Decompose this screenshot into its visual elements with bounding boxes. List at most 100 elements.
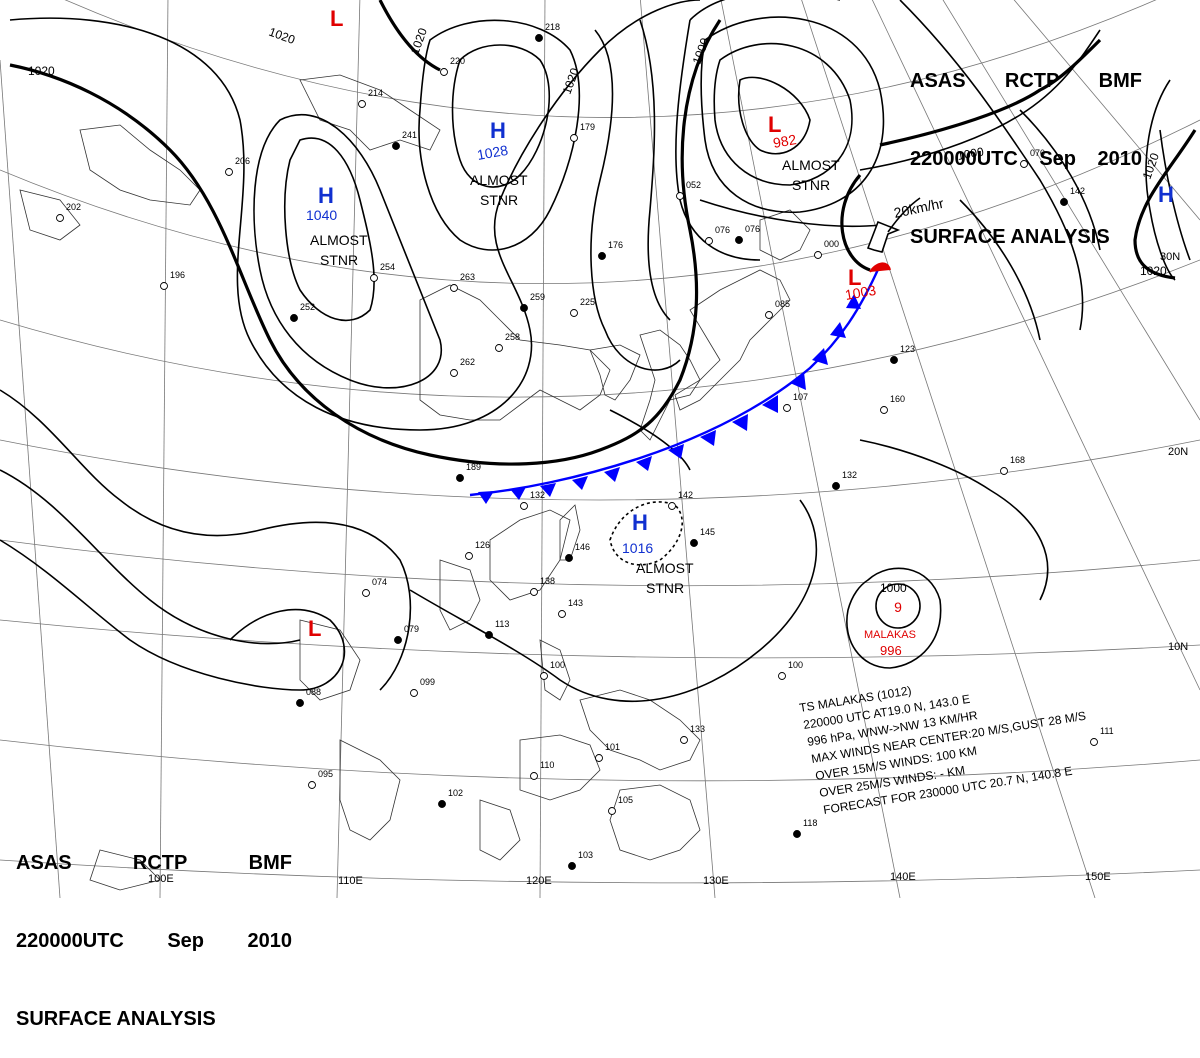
station-dot: [410, 689, 418, 697]
header-time: 220000UTC: [16, 930, 124, 952]
low-pressure-icon: L: [848, 265, 861, 290]
station-dot: [535, 34, 543, 42]
isobar-label: 1020: [1140, 264, 1167, 278]
station-pressure: 052: [686, 180, 701, 190]
station-dot: [595, 754, 603, 762]
typhoon-icon: 9: [894, 599, 902, 615]
station-pressure: 110: [540, 760, 554, 770]
station-pressure: 168: [1010, 455, 1025, 465]
motion-note: ALMOST: [310, 232, 368, 248]
station-dot: [540, 672, 548, 680]
station-dot: [793, 830, 801, 838]
station-pressure: 258: [505, 332, 520, 342]
pressure-value: 982: [772, 131, 798, 151]
station-pressure: 196: [170, 270, 185, 280]
station-dot: [570, 309, 578, 317]
latitude-label: 10N: [1168, 641, 1188, 653]
station-dot: [735, 236, 743, 244]
header-agency: ASAS: [910, 70, 966, 92]
isobar-label: 1000: [690, 36, 712, 66]
station-dot: [160, 282, 168, 290]
isobar-label: 1020: [1140, 151, 1162, 181]
station-pressure: 088: [306, 687, 321, 697]
header-year: 2010: [247, 930, 293, 952]
motion-arrow-icon: [866, 197, 921, 253]
station-dot: [690, 539, 698, 547]
station-pressure: 218: [545, 22, 560, 32]
station-dot: [765, 311, 773, 319]
station-dot: [392, 142, 400, 150]
station-pressure: 079: [404, 624, 419, 634]
station-pressure: 176: [608, 240, 623, 250]
isobar-label: 1000: [956, 144, 985, 162]
typhoon-pressure: 996: [880, 643, 902, 658]
station-pressure: 254: [380, 262, 395, 272]
header-station: RCTP: [1004, 70, 1060, 92]
station-dot: [568, 862, 576, 870]
station-pressure: 113: [495, 619, 509, 629]
station-dot: [680, 736, 688, 744]
station-dot: [296, 699, 304, 707]
coastlines: [19, 74, 811, 891]
station-dot: [485, 631, 493, 639]
low-pressure-icon: L: [768, 112, 781, 137]
header-title: SURFACE ANALYSIS: [910, 226, 1110, 248]
station-dot: [832, 482, 840, 490]
station-dot: [370, 274, 378, 282]
station-pressure: 132: [530, 490, 545, 500]
longitude-label: 120E: [526, 875, 552, 887]
station-pressure: 126: [475, 540, 490, 550]
station-pressure: 138: [540, 576, 555, 586]
pressure-value: 1003: [844, 282, 878, 303]
longitude-label: 150E: [1085, 871, 1111, 883]
header-title: SURFACE ANALYSIS: [16, 1008, 216, 1030]
pressure-value: 1040: [306, 207, 337, 223]
station-pressure: 000: [824, 239, 839, 249]
station-dot: [705, 237, 713, 245]
station-dot: [465, 552, 473, 560]
station-dot: [225, 168, 233, 176]
low-pressure-icon: L: [308, 616, 321, 641]
high-pressure-icon: H: [1158, 182, 1174, 207]
station-pressure: 160: [890, 394, 905, 404]
motion-note: ALMOST: [782, 157, 840, 173]
station-pressure: 085: [775, 299, 790, 309]
station-pressure: 100: [550, 660, 565, 670]
station-dot: [530, 772, 538, 780]
station-pressure: 107: [793, 392, 808, 402]
station-dot: [890, 356, 898, 364]
station-pressure: 179: [580, 122, 595, 132]
motion-note: ALMOST: [636, 560, 694, 576]
longitude-label: 140E: [890, 871, 916, 883]
high-pressure-icon: H: [632, 510, 648, 535]
station-pressure: 225: [580, 297, 595, 307]
station-pressure: 189: [466, 462, 481, 472]
station-dot: [1020, 160, 1028, 168]
station-pressure: 206: [235, 156, 250, 166]
motion-note: ALMOST: [470, 172, 528, 188]
station-dot: [56, 214, 64, 222]
station-pressure: 146: [575, 542, 590, 552]
station-dot: [530, 588, 538, 596]
header-month: Sep: [1039, 148, 1077, 170]
motion-note: STNR: [792, 177, 830, 193]
station-dot: [520, 502, 528, 510]
station-pressure: 102: [448, 788, 463, 798]
station-pressure: 259: [530, 292, 545, 302]
station-pressure: 143: [568, 598, 583, 608]
station-markers: [56, 34, 1098, 870]
header-type: BMF: [248, 852, 292, 874]
stationary-front: [469, 262, 891, 504]
station-pressure: 241: [402, 130, 417, 140]
station-dot: [783, 404, 791, 412]
station-pressure: 076: [715, 225, 730, 235]
longitude-label: 100E: [148, 873, 174, 885]
station-dot: [778, 672, 786, 680]
station-pressure: 111: [1100, 726, 1114, 736]
low-pressure-icon: L: [330, 6, 343, 31]
station-dot: [880, 406, 888, 414]
station-dot: [668, 502, 676, 510]
station-pressure: 076: [745, 224, 760, 234]
station-dot: [362, 589, 370, 597]
